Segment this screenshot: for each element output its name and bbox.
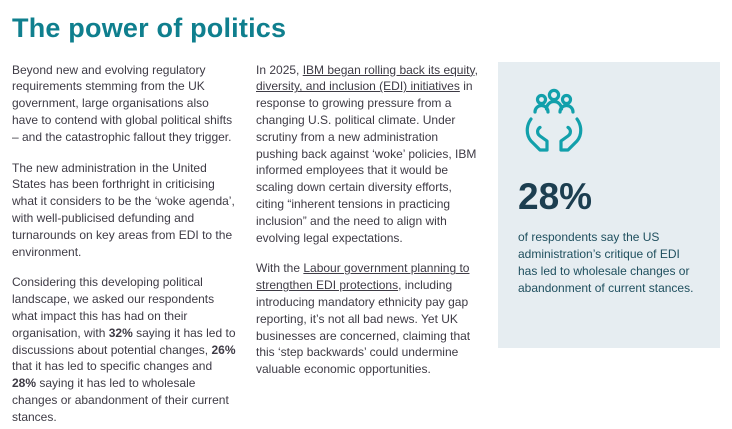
text-segment: In 2025, <box>256 62 303 77</box>
paragraph: Considering this developing political la… <box>12 274 236 425</box>
stat-value: 28% <box>518 175 593 217</box>
ibm-edi-rollback-link[interactable]: IBM began rolling back its equity, diver… <box>256 62 478 94</box>
text-segment: Considering this developing political la… <box>12 275 215 340</box>
paragraph: In 2025, IBM began rolling back its equi… <box>256 62 478 247</box>
middle-column: In 2025, IBM began rolling back its equi… <box>256 62 478 392</box>
text-segment: that it has led to specific changes and <box>12 359 213 374</box>
paragraph: With the Labour government planning to s… <box>256 260 478 378</box>
stat-28-percent: 28% <box>12 376 37 391</box>
text-segment: With the <box>256 261 304 276</box>
text-segment: saying it has led to wholesale changes o… <box>12 376 229 424</box>
text-segment: The new administration in the United Sta… <box>12 160 235 259</box>
stat-26-percent: 26% <box>211 342 236 357</box>
page-content: Beyond new and evolving regulatory requi… <box>12 61 720 429</box>
stat-card: 28% of respondents say the US administra… <box>498 61 720 348</box>
page-title: The power of politics <box>12 13 287 43</box>
stat-32-percent: 32% <box>108 325 133 340</box>
paragraph: The new administration in the United Sta… <box>12 160 236 261</box>
labour-edi-protections-link[interactable]: Labour government planning to strengthen… <box>256 261 470 293</box>
hands-holding-people-icon <box>518 86 590 158</box>
text-segment: in response to growing pressure from a c… <box>256 79 477 245</box>
text-segment: Beyond new and evolving regulatory requi… <box>12 62 233 144</box>
paragraph: Beyond new and evolving regulatory requi… <box>12 62 236 146</box>
stat-description: of respondents say the US administration… <box>518 229 694 295</box>
text-segment: saying it has led to discussions about p… <box>12 325 236 357</box>
left-column: Beyond new and evolving regulatory requi… <box>12 62 236 429</box>
text-segment: , including introducing mandatory ethnic… <box>256 278 471 377</box>
